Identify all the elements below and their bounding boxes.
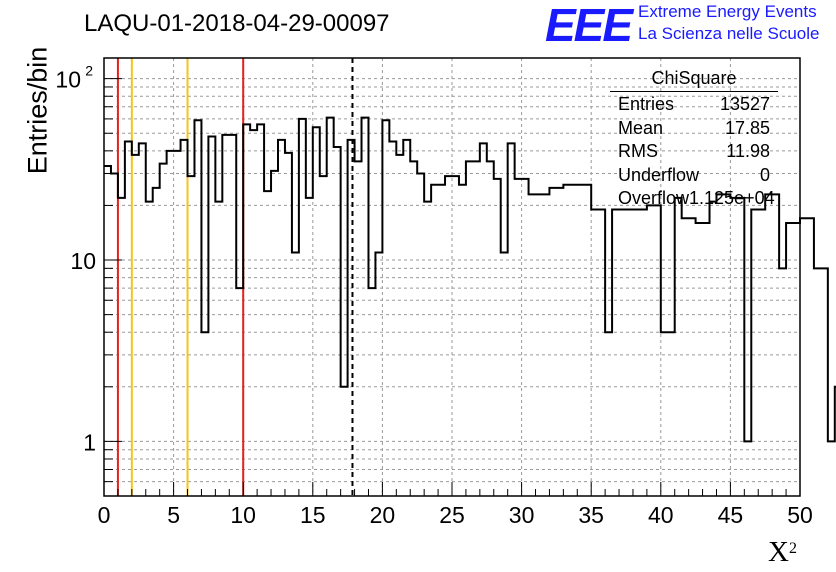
stats-entries-label: Entries xyxy=(618,94,675,114)
stats-row-overflow: Overflow 1.125e+04 xyxy=(610,187,778,211)
y-axis-label: Entries/bin xyxy=(22,46,53,175)
stats-rms-label: RMS xyxy=(618,141,658,161)
stats-mean-value: 17.85 xyxy=(724,117,770,138)
x-tick-label: 20 xyxy=(370,502,396,528)
x-tick-label: 35 xyxy=(578,502,604,528)
x-tick-label: 5 xyxy=(167,502,180,528)
x-axis-label-exponent: 2 xyxy=(788,540,797,557)
x-axis-label: X2 xyxy=(768,536,797,569)
y-tick-label: 10 xyxy=(55,67,81,93)
logo-line-extreme-energy-events: Extreme Energy Events xyxy=(638,2,817,21)
histogram-series xyxy=(104,116,836,443)
stats-title: ChiSquare xyxy=(610,68,778,92)
run-title: LAQU-01-2018-04-29-00097 xyxy=(84,10,390,37)
stats-entries-value: 13527 xyxy=(719,94,770,114)
stats-overflow-value: 1.125e+04 xyxy=(689,188,775,208)
stats-rms-value: 11.98 xyxy=(726,141,770,161)
y-tick-label: 10 xyxy=(70,248,96,274)
axis-ticks xyxy=(103,78,801,497)
stats-row-rms: RMS 11.98 xyxy=(610,140,778,164)
stats-row-underflow: Underflow 0 xyxy=(610,164,778,188)
x-tick-label: 50 xyxy=(787,502,813,528)
reference-lines xyxy=(116,58,354,496)
y-tick-label-exponent: 2 xyxy=(85,63,93,79)
x-tick-label: 15 xyxy=(300,502,326,528)
stats-box: ChiSquare Entries 13527 Mean 17.85 RMS 11.9… xyxy=(610,68,778,211)
y-tick-label: 1 xyxy=(83,429,96,455)
stats-underflow-label: Underflow xyxy=(618,164,700,185)
logo-line-la-scienza: La Scienza nelle Scuole xyxy=(638,24,820,43)
x-tick-label: 45 xyxy=(718,502,744,528)
stats-row-entries: Entries 13527 xyxy=(610,93,778,117)
x-tick-label: 30 xyxy=(509,502,535,528)
x-tick-label: 40 xyxy=(648,502,674,528)
x-tick-label: 25 xyxy=(439,502,465,528)
x-tick-label: 10 xyxy=(230,502,256,528)
stats-overflow-label: Overflow xyxy=(618,188,690,208)
eee-logo: EEE xyxy=(545,0,633,51)
stats-mean-label: Mean xyxy=(618,117,664,138)
x-tick-label: 0 xyxy=(98,502,111,528)
stats-row-mean: Mean 17.85 xyxy=(610,117,778,141)
stats-underflow-value: 0 xyxy=(759,164,770,185)
x-axis-label-text: X xyxy=(768,536,789,568)
